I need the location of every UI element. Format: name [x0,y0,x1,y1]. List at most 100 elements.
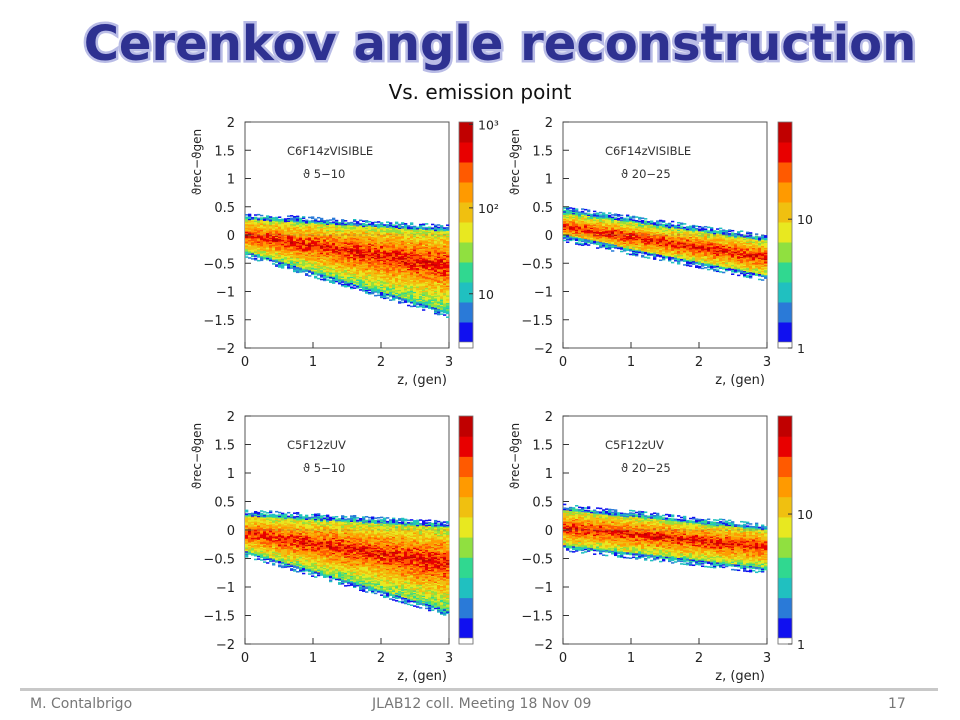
heatmap-cell [434,249,438,251]
heatmap-cell [389,228,393,231]
heatmap-cell [566,225,570,227]
heatmap-cell [368,281,372,284]
heatmap-cell [341,246,345,249]
heatmap-cell [326,274,330,276]
heatmap-cell [407,241,411,243]
heatmap-cell [698,237,702,239]
heatmap-cell [404,245,408,247]
heatmap-cell [416,285,420,287]
heatmap-cell [260,227,264,229]
heatmap-cell [584,221,588,223]
heatmap-cell [698,243,702,245]
heatmap-cell [701,267,705,270]
heatmap-cell [428,258,432,261]
heatmap-cell [317,226,321,229]
heatmap-cell [419,257,423,259]
heatmap-cell [410,226,414,228]
heatmap-cell [344,269,348,272]
heatmap-cell [599,216,603,219]
heatmap-cell [443,298,447,300]
heatmap-cell [692,244,696,247]
heatmap-cell [695,247,699,250]
heatmap-cell [386,274,390,277]
heatmap-cell [398,267,402,269]
heatmap-cell [623,232,627,235]
heatmap-cell [371,254,375,256]
heatmap-cell [599,221,603,224]
heatmap-cell [425,293,429,296]
heatmap-cell [314,257,318,259]
heatmap-cell [395,271,399,273]
heatmap-cell [425,255,429,257]
heatmap-cell [380,287,384,290]
heatmap-cell [374,271,378,273]
heatmap-cell [383,288,387,291]
heatmap-cell [326,237,330,239]
heatmap-cell [341,270,345,272]
heatmap-cell [446,296,450,299]
heatmap-cell [374,260,378,262]
heatmap-cell [326,234,330,237]
heatmap-cell [623,222,627,225]
heatmap-cell [629,244,633,247]
heatmap-cell [362,236,366,239]
heatmap-cell [284,229,288,231]
heatmap-cell [341,275,345,277]
heatmap-cell [443,247,447,249]
heatmap-cell [353,220,357,222]
heatmap-cell [326,266,330,269]
heatmap-cell [605,229,609,231]
heatmap-cell [575,241,579,244]
heatmap-cell [428,262,432,265]
heatmap-cell [263,250,267,253]
heatmap-cell [614,233,618,235]
heatmap-cell [290,246,294,248]
heatmap-cell [434,280,438,283]
heatmap-cell [392,261,396,264]
heatmap-cell [368,285,372,288]
heatmap-cell [413,253,417,255]
heatmap-cell [410,278,414,280]
heatmap-cell [662,258,666,261]
heatmap-cell [578,242,582,245]
heatmap-cell [395,241,399,244]
heatmap-cell [308,265,312,267]
heatmap-cell [314,235,318,238]
heatmap-cell [278,246,282,248]
heatmap-cell [407,237,411,240]
heatmap-cell [323,227,327,229]
heatmap-cell [248,214,252,217]
heatmap-cell [404,288,408,291]
heatmap-cell [440,293,444,296]
heatmap-cell [683,245,687,248]
heatmap-cell [653,227,657,229]
heatmap-cell [269,221,273,223]
heatmap-cell [386,257,390,259]
heatmap-cell [683,235,687,238]
heatmap-cell [392,270,396,272]
heatmap-cell [314,227,318,229]
heatmap-cell [374,245,378,247]
heatmap-cell [641,226,645,228]
heatmap-cell [593,216,597,219]
heatmap-cell [284,224,288,227]
heatmap-cell [308,262,312,265]
heatmap-cell [419,277,423,279]
heatmap-cell [314,250,318,253]
heatmap-cell [653,254,657,257]
heatmap-cell [563,235,567,238]
heatmap-cell [434,296,438,299]
heatmap-cell [350,269,354,271]
heatmap-cell [347,275,351,278]
heatmap-cell [281,245,285,248]
y-tick-label: 0.5 [214,201,235,216]
heatmap-cell [386,230,390,232]
heatmap-cell [644,246,648,249]
heatmap-cell [401,288,405,290]
heatmap-cell [317,220,321,223]
heatmap-cell [305,222,309,224]
heatmap-cell [446,231,450,234]
heatmap-cell [371,229,375,231]
heatmap-cell [614,234,618,237]
heatmap-cell [374,221,378,224]
